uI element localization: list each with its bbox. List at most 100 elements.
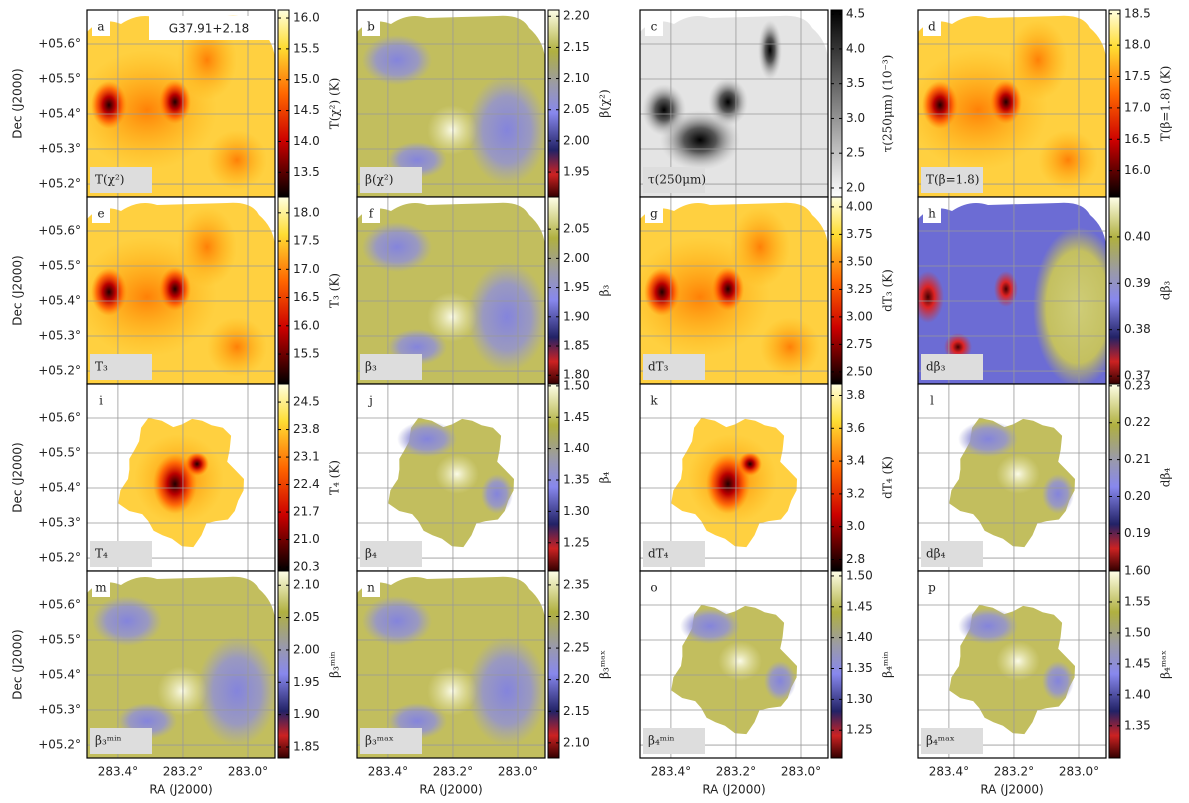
colorbar-tick-label: 1.35 — [563, 473, 590, 487]
y-tick-label: +05.4° — [38, 294, 81, 308]
colorbar-tick-label: 1.95 — [563, 165, 590, 179]
y-tick-label: +05.6° — [38, 597, 81, 611]
colorbar-tick-label: 13.5 — [293, 165, 320, 179]
map-feature — [362, 35, 432, 85]
colorbar-tick-label: 1.40 — [1124, 687, 1151, 701]
letter-box — [362, 16, 380, 36]
colorbar-tick-label: 1.60 — [1124, 564, 1151, 578]
map-feature — [1042, 474, 1074, 514]
panel-label: dT₃ — [648, 360, 669, 374]
colorbar — [277, 383, 290, 572]
colorbar-tick-label: 1.55 — [1124, 594, 1151, 608]
colorbar-tick-label: 1.85 — [293, 740, 320, 754]
map-feature — [660, 110, 740, 170]
colorbar-tick-label: 1.40 — [846, 630, 873, 644]
colorbar-label: dT₃ (K) — [881, 269, 895, 312]
map-feature — [764, 661, 796, 701]
map-panel: n β₃ᵐᵃˣ — [356, 570, 546, 759]
colorbar-tick-label: 1.25 — [563, 535, 590, 549]
panel-frame — [356, 570, 546, 759]
colorbar — [830, 196, 843, 385]
map-image — [918, 384, 1106, 571]
colorbar-tick-label: 2.20 — [563, 9, 590, 23]
panel-letter: i — [99, 394, 103, 408]
colorbar-label: dβ₃ — [1159, 281, 1173, 301]
colorbar — [830, 383, 843, 572]
map-feature — [718, 641, 762, 681]
map-image — [918, 571, 1106, 758]
colorbar — [277, 570, 290, 759]
panel-label: β₃ᵐᵃˣ — [365, 734, 394, 748]
label-box — [921, 728, 983, 754]
map-panel: e T₃ — [86, 196, 276, 385]
colorbar-tick-label: 2.10 — [563, 71, 590, 85]
letter-box — [362, 577, 380, 597]
y-tick-label: +05.6° — [38, 36, 81, 50]
colorbar-tick-label: 16.0 — [1124, 163, 1151, 177]
map-feature — [362, 222, 432, 272]
colorbar-tick-label: 3.5 — [846, 76, 865, 90]
colorbar-tick-label: 17.0 — [293, 262, 320, 276]
map-panel: p β₄ᵐᵃˣ — [917, 570, 1107, 759]
colorbar-tick-label: 15.5 — [293, 41, 320, 55]
map-feature — [397, 421, 457, 457]
map-feature — [427, 292, 477, 342]
colorbar-tick-label: 1.90 — [563, 309, 590, 323]
colorbar-tick-label: 1.35 — [1124, 718, 1151, 732]
colorbar-tick-label: 1.90 — [293, 707, 320, 721]
panel-label: β₄ — [365, 547, 377, 561]
map-feature — [467, 262, 545, 372]
y-tick-label: +05.3° — [38, 703, 81, 717]
map-feature — [185, 452, 209, 476]
map-panel: a T(χ²) G37.91+2.18 — [86, 9, 276, 198]
y-tick-label: +05.3° — [38, 516, 81, 530]
panel-frame — [86, 570, 276, 759]
colorbar-tick-label: 0.37 — [1124, 369, 1151, 383]
label-box — [921, 541, 983, 567]
x-axis-title: RA (J2000) — [149, 783, 212, 797]
colorbar-tick-label: 17.0 — [1124, 100, 1151, 114]
colorbar-tick-label: 1.50 — [846, 568, 873, 582]
label-box — [90, 541, 152, 567]
map-feature — [207, 130, 267, 190]
colorbar-tick-label: 17.5 — [293, 234, 320, 248]
colorbar-tick-label: 0.40 — [1124, 229, 1151, 243]
y-tick-label: +05.3° — [38, 329, 81, 343]
panel-label: β₃ᵐⁱⁿ — [95, 734, 122, 748]
colorbar-label: β₄ᵐⁱⁿ — [881, 651, 895, 678]
colorbar-tick-label: 1.50 — [1124, 625, 1151, 639]
panel-letter: k — [650, 394, 658, 408]
map-image — [640, 571, 828, 758]
colorbar-tick-label: 4.00 — [846, 199, 873, 213]
x-tick-label: 283.2° — [163, 765, 203, 779]
y-tick-label: +05.5° — [38, 258, 81, 272]
y-axis-title: Dec (J2000) — [11, 629, 25, 699]
map-feature — [730, 207, 790, 287]
colorbar-tick-label: 18.0 — [1124, 38, 1151, 52]
map-feature — [996, 641, 1040, 681]
colorbar-tick-label: 23.1 — [293, 450, 320, 464]
colorbar-tick-label: 1.80 — [563, 368, 590, 382]
panel-letter: b — [367, 20, 375, 34]
colorbar-tick-label: 3.8 — [846, 388, 865, 402]
colorbar-tick-label: 3.6 — [846, 421, 865, 435]
colorbar-tick-label: 2.0 — [846, 180, 865, 194]
colorbar-label: dT₄ (K) — [881, 456, 895, 499]
letter-box — [92, 577, 110, 597]
panel-letter: c — [651, 20, 658, 34]
panel-letter: j — [367, 394, 373, 408]
map-feature — [362, 596, 432, 646]
map-image — [640, 197, 828, 384]
colorbar-tick-label: 2.20 — [563, 672, 590, 686]
colorbar-tick-label: 1.40 — [563, 441, 590, 455]
map-panel: g dT₃ — [639, 196, 829, 385]
colorbar-tick-label: 14.0 — [293, 134, 320, 148]
panel-letter: h — [928, 207, 936, 221]
colorbar-label: β₃ — [598, 284, 612, 296]
y-tick-label: +05.5° — [38, 71, 81, 85]
colorbar-tick-label: 3.2 — [846, 486, 865, 500]
panel-letter: d — [928, 20, 936, 34]
colorbar-tick-label: 14.5 — [293, 103, 320, 117]
map-panel: o β₄ᵐⁱⁿ — [639, 570, 829, 759]
